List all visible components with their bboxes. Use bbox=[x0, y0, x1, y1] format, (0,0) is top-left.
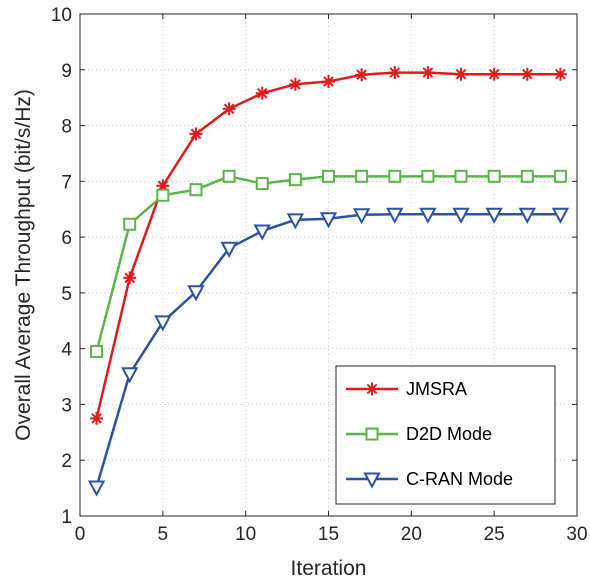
data-point-d2d-mode bbox=[553, 169, 567, 183]
legend-label: JMSRA bbox=[406, 379, 467, 399]
data-point-c-ran-mode bbox=[187, 285, 205, 302]
data-point-c-ran-mode bbox=[352, 208, 371, 225]
asterisk-stroke bbox=[356, 69, 367, 81]
asterisk-stroke bbox=[223, 103, 235, 115]
series-d2d-mode bbox=[90, 169, 567, 358]
series-layer bbox=[87, 66, 570, 497]
data-point-d2d-mode bbox=[255, 177, 269, 191]
legend-marker bbox=[363, 472, 381, 489]
y-tick-label: 2 bbox=[61, 451, 72, 472]
data-point-d2d-mode bbox=[322, 169, 335, 183]
asterisk-stroke bbox=[488, 68, 500, 80]
data-point-jmsra bbox=[288, 77, 302, 91]
asterisk-stroke bbox=[422, 67, 434, 78]
asterisk-stroke bbox=[323, 76, 334, 87]
legend-label: D2D Mode bbox=[406, 424, 492, 444]
data-point-c-ran-mode bbox=[485, 207, 503, 224]
data-point-d2d-mode bbox=[123, 217, 137, 231]
data-point-jmsra bbox=[189, 127, 203, 141]
data-point-d2d-mode bbox=[520, 169, 534, 183]
data-point-c-ran-mode bbox=[87, 480, 106, 497]
data-point-c-ran-mode bbox=[551, 207, 570, 224]
data-point-jmsra bbox=[454, 67, 468, 81]
data-point-jmsra bbox=[388, 66, 402, 80]
asterisk-stroke bbox=[190, 128, 202, 140]
asterisk-stroke bbox=[521, 68, 533, 80]
x-tick-label: 15 bbox=[318, 524, 339, 545]
asterisk-stroke bbox=[555, 68, 566, 80]
data-point-c-ran-mode bbox=[419, 207, 437, 224]
x-tick-label: 20 bbox=[401, 524, 422, 545]
data-point-d2d-mode bbox=[388, 169, 402, 183]
data-point-c-ran-mode bbox=[386, 207, 404, 224]
data-point-jmsra bbox=[520, 67, 534, 81]
y-tick-label: 10 bbox=[51, 5, 72, 26]
data-point-d2d-mode bbox=[454, 169, 468, 183]
legend-marker bbox=[365, 382, 379, 396]
data-point-c-ran-mode bbox=[286, 213, 305, 230]
y-tick-label: 5 bbox=[61, 284, 72, 305]
asterisk-stroke bbox=[366, 383, 378, 395]
series-c-ran-mode bbox=[87, 207, 570, 497]
y-tick-label: 7 bbox=[61, 172, 72, 193]
data-point-c-ran-mode bbox=[154, 315, 172, 332]
tick-layer: 1 2 3 4 5 6 7 8 9 10 0 5 10 15 20 25 30 bbox=[51, 5, 588, 545]
legend-entry: D2D Mode bbox=[346, 424, 492, 444]
data-point-jmsra bbox=[421, 66, 435, 80]
data-point-c-ran-mode bbox=[121, 367, 139, 384]
legend-entry: C-RAN Mode bbox=[346, 469, 513, 489]
data-point-d2d-mode bbox=[487, 169, 501, 183]
x-tick-label: 5 bbox=[158, 524, 169, 545]
data-point-d2d-mode bbox=[189, 183, 203, 197]
data-point-d2d-mode bbox=[90, 344, 104, 358]
y-tick-label: 6 bbox=[61, 228, 72, 249]
y-axis-title: Overall Average Throughput (bit/s/Hz) bbox=[12, 89, 35, 441]
data-point-jmsra bbox=[255, 86, 269, 100]
data-point-d2d-mode bbox=[222, 169, 236, 183]
data-point-jmsra bbox=[222, 102, 236, 116]
series-jmsra bbox=[90, 66, 567, 425]
legend-entry: JMSRA bbox=[346, 379, 467, 399]
y-tick-label: 8 bbox=[61, 117, 72, 138]
legend-label: C-RAN Mode bbox=[406, 469, 513, 489]
data-point-c-ran-mode bbox=[319, 212, 338, 229]
y-tick-label: 9 bbox=[61, 61, 72, 82]
asterisk-stroke bbox=[290, 78, 301, 90]
y-tick-label: 1 bbox=[61, 507, 72, 528]
legend: JMSRA D2D Mode C-RAN Mode bbox=[335, 365, 556, 505]
x-axis-title: Iteration bbox=[291, 557, 367, 580]
data-point-jmsra bbox=[487, 67, 501, 81]
asterisk-stroke bbox=[389, 67, 401, 78]
data-point-c-ran-mode bbox=[253, 224, 271, 241]
data-point-jmsra bbox=[355, 68, 369, 82]
data-point-d2d-mode bbox=[421, 169, 435, 183]
x-tick-label: 30 bbox=[566, 524, 587, 545]
data-point-d2d-mode bbox=[355, 169, 369, 183]
data-point-jmsra bbox=[123, 271, 137, 285]
data-point-d2d-mode bbox=[288, 173, 302, 187]
data-point-jmsra bbox=[553, 67, 567, 81]
y-tick-label: 4 bbox=[61, 340, 72, 361]
data-point-c-ran-mode bbox=[452, 207, 470, 224]
data-point-jmsra bbox=[90, 411, 104, 425]
y-tick-label: 3 bbox=[61, 395, 72, 416]
data-point-jmsra bbox=[322, 74, 335, 88]
data-point-d2d-mode bbox=[156, 188, 170, 202]
asterisk-stroke bbox=[91, 413, 102, 424]
asterisk-stroke bbox=[124, 272, 136, 284]
legend-marker bbox=[365, 427, 379, 441]
data-point-c-ran-mode bbox=[220, 241, 238, 258]
x-tick-label: 0 bbox=[75, 524, 86, 545]
asterisk-stroke bbox=[256, 87, 268, 99]
data-point-c-ran-mode bbox=[518, 207, 536, 224]
asterisk-stroke bbox=[455, 68, 467, 80]
x-tick-label: 25 bbox=[484, 524, 505, 545]
x-tick-label: 10 bbox=[235, 524, 256, 545]
